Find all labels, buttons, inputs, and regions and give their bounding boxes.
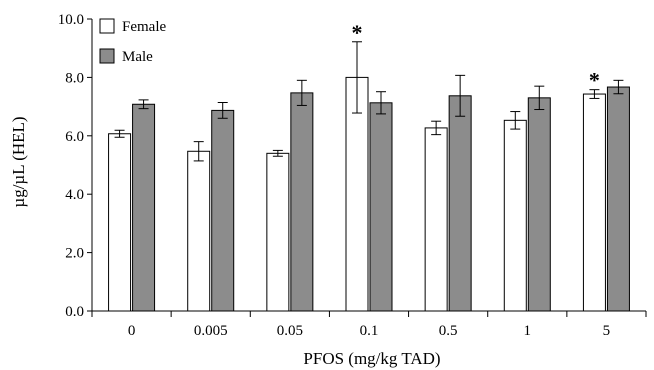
y-tick-label: 2.0 (65, 246, 84, 262)
bar-female-5 (582, 93, 606, 312)
bar-male-0.5 (448, 95, 472, 312)
bar-female-0.5 (424, 127, 448, 312)
bar-female-1 (503, 119, 527, 312)
y-tick-label: 0.0 (65, 304, 84, 320)
y-tick-label: 6.0 (65, 129, 84, 145)
bar-female-0.05 (266, 152, 290, 312)
significance-marker: * (589, 68, 600, 93)
bars: ** (108, 20, 630, 312)
y-tick-label: 4.0 (65, 187, 84, 203)
x-tick-label: 0.1 (360, 323, 379, 339)
bar-male-5 (606, 86, 630, 312)
x-tick-label: 1 (524, 323, 532, 339)
bar-male-0.05 (290, 92, 314, 312)
legend-swatch-male (99, 48, 115, 64)
y-tick-label: 10.0 (58, 12, 84, 28)
bar-male-0.1 (369, 102, 393, 312)
x-tick-label: 0.05 (277, 323, 303, 339)
y-tick-label: 8.0 (65, 70, 84, 86)
significance-marker: * (352, 20, 363, 45)
legend-label-female: Female (122, 19, 166, 35)
y-axis: 0.0 2.0 4.0 6.0 8.0 10.0 (58, 12, 93, 320)
bar-female-0.005 (187, 150, 211, 312)
x-tick-label: 0.5 (439, 323, 458, 339)
bar-male-0 (132, 103, 156, 312)
bar-female-0 (108, 133, 132, 312)
x-tick-label: 0.005 (194, 323, 228, 339)
y-axis-title: µg/µL (HEL) (9, 116, 28, 207)
legend-swatch-female (99, 18, 115, 34)
legend-label-male: Male (122, 49, 153, 65)
x-axis-title: PFOS (mg/kg TAD) (303, 349, 440, 368)
x-tick-label: 0 (128, 323, 136, 339)
legend: Female Male (99, 18, 166, 65)
x-tick-label: 5 (603, 323, 611, 339)
bar-male-1 (527, 97, 551, 312)
x-axis: 0 0.005 0.05 0.1 0.5 1 5 (91, 310, 647, 339)
bar-male-0.005 (211, 109, 235, 312)
